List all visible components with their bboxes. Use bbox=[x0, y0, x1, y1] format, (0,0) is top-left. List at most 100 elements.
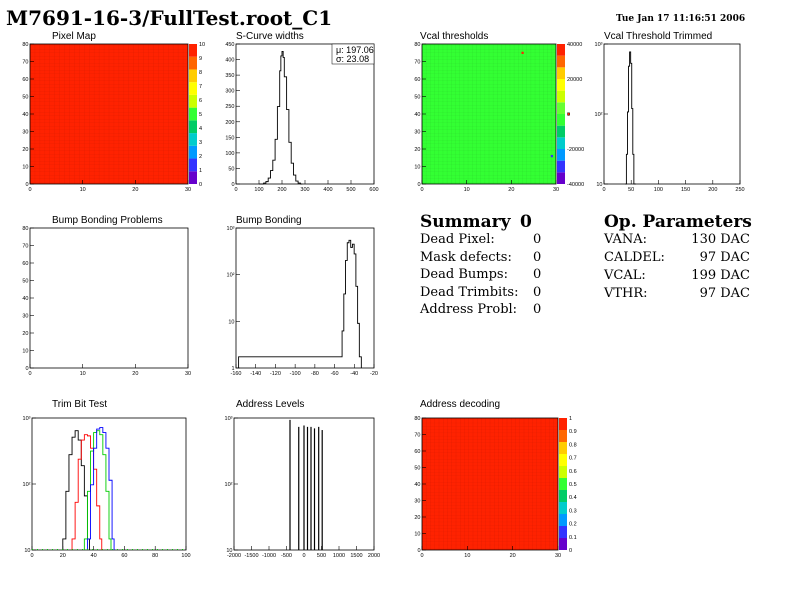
timestamp: Tue Jan 17 11:16:51 2006 bbox=[616, 14, 746, 24]
address_decoding-z-tick-label: 0.8 bbox=[569, 442, 577, 448]
vcal_thr-x-tick-label: 10 bbox=[464, 187, 470, 193]
vcal-trim-chart: 0 50 100 150 200 250 10 10² 10³ bbox=[595, 42, 745, 193]
bump_problems-y-tick-label: 10 bbox=[22, 349, 28, 355]
address_decoding-y-tick-label: 30 bbox=[414, 499, 420, 505]
vcal_thr-palette-cell bbox=[557, 102, 565, 114]
trim_bit-series-line-3 bbox=[86, 427, 115, 550]
vcal_trim-x-tick-label: 150 bbox=[681, 187, 690, 193]
vcal_thr-palette-cell bbox=[557, 44, 565, 56]
vcal_thr-heatmap-fill bbox=[422, 44, 556, 184]
vcal_thr-outlier-cell bbox=[521, 51, 524, 54]
vcal_thr-palette-cell bbox=[557, 67, 565, 79]
address_levels-x-tick-label: -1000 bbox=[262, 553, 276, 559]
address_levels-x-tick-label: -500 bbox=[281, 553, 292, 559]
bump_problems-y-tick-label: 40 bbox=[22, 296, 28, 302]
vcal_thr-y-tick-label: 50 bbox=[414, 95, 420, 101]
bump-bonding-chart: -160 -140 -120 -100 -80 -60 -40 -20 1 10 10² 10³ bbox=[227, 226, 378, 377]
trim_bit-x-tick-label: 40 bbox=[91, 553, 97, 559]
pixel_map-palette-cell bbox=[189, 120, 197, 134]
vcal_thr-z-tick-label: -20000 bbox=[567, 147, 584, 153]
address_decoding-palette-cell bbox=[559, 478, 567, 490]
trim_bit-series-line-2 bbox=[83, 430, 112, 550]
pixel_map-x-tick-label: 10 bbox=[80, 187, 86, 193]
vcal_trim-y-tick-label: 10 bbox=[596, 182, 602, 188]
summary-row-label: Mask defects: bbox=[420, 249, 512, 265]
pixel_map-y-tick-label: 20 bbox=[22, 147, 28, 153]
address_decoding-palette-cell bbox=[559, 490, 567, 502]
vcal_thr-x-tick-label: 30 bbox=[553, 187, 559, 193]
address_decoding-z-tick-label: 0.2 bbox=[569, 522, 577, 528]
bump_bonding-x-tick-label: -140 bbox=[250, 371, 261, 377]
pixel_map-z-tick-label: 6 bbox=[199, 98, 202, 104]
summary-title: Summary bbox=[420, 212, 511, 232]
vcal_thr-z-tick-label: 0 bbox=[567, 112, 570, 118]
vcal_thr-y-tick-label: 10 bbox=[414, 165, 420, 171]
vcal_thr-y-tick-label: 0 bbox=[417, 182, 420, 188]
address-levels-title: Address Levels bbox=[236, 399, 305, 410]
vcal_thr-y-tick-label: 80 bbox=[414, 42, 420, 48]
trim_bit-y-tick-label: 10 bbox=[24, 548, 30, 554]
pixel-map-title: Pixel Map bbox=[52, 31, 96, 42]
address_decoding-palette-cell bbox=[559, 526, 567, 538]
scurve-y-tick-label: 200 bbox=[225, 120, 234, 126]
op-parameter-value: 199 DAC bbox=[691, 268, 750, 283]
scurve-y-tick-label: 350 bbox=[225, 73, 234, 79]
scurve-x-tick-label: 300 bbox=[300, 187, 309, 193]
trim_bit-series-line-1 bbox=[71, 434, 103, 550]
scurve-series-line bbox=[259, 50, 303, 185]
vcal_trim-x-tick-label: 200 bbox=[708, 187, 717, 193]
vcal_trim-series-line bbox=[625, 51, 636, 185]
bump_problems-y-tick-label: 70 bbox=[22, 244, 28, 250]
vcal_thr-outlier-cell bbox=[550, 155, 554, 158]
scurve-y-tick-label: 150 bbox=[225, 135, 234, 141]
trim_bit-y-tick-label: 10² bbox=[23, 482, 31, 488]
bump_problems-frame bbox=[29, 227, 189, 369]
vcal-thresholds-chart: 0 10 20 30 0 10 20 30 40 50 60 70 80 -40000 -20000 0 200… bbox=[414, 42, 584, 193]
op-parameter-label: CALDEL: bbox=[604, 250, 665, 265]
address-decoding-title: Address decoding bbox=[420, 399, 501, 410]
bump_bonding-x-tick-label: -20 bbox=[370, 371, 378, 377]
vcal-thresholds-title: Vcal thresholds bbox=[420, 31, 489, 42]
scurve-y-tick-label: 450 bbox=[225, 42, 234, 48]
summary-row-value: 0 bbox=[533, 284, 542, 300]
address_decoding-y-tick-label: 50 bbox=[414, 466, 420, 472]
pixel_map-y-tick-label: 40 bbox=[22, 112, 28, 118]
trim_bit-series-line-0 bbox=[62, 430, 90, 550]
vcal_thr-palette-cell bbox=[557, 55, 565, 68]
op-parameter-value: 130 DAC bbox=[691, 232, 750, 247]
pixel_map-palette-cell bbox=[189, 133, 197, 146]
address_decoding-x-tick-label: 30 bbox=[555, 553, 561, 559]
vcal_trim-x-tick-label: 250 bbox=[735, 187, 744, 193]
bump_problems-x-tick-label: 30 bbox=[185, 371, 191, 377]
vcal-trim-title: Vcal Threshold Trimmed bbox=[604, 31, 713, 42]
scurve-x-tick-label: 100 bbox=[254, 187, 263, 193]
address_levels-x-tick-label: 0 bbox=[302, 553, 305, 559]
scurve-frame bbox=[235, 43, 375, 185]
stats-sigma: σ: 23.08 bbox=[336, 54, 369, 64]
address_decoding-z-tick-label: 0 bbox=[569, 548, 572, 554]
bump_bonding-frame bbox=[235, 227, 375, 369]
address_decoding-y-tick-label: 80 bbox=[414, 416, 420, 422]
address_decoding-y-tick-label: 60 bbox=[414, 449, 420, 455]
address-decoding-chart: 0 10 20 30 0 10 20 30 40 50 60 70 80 0 0.1 0.2 0.3 0.4 0.5… bbox=[414, 416, 577, 559]
address_decoding-palette-cell bbox=[559, 442, 567, 454]
address_levels-x-tick-label: 500 bbox=[317, 553, 326, 559]
pixel_map-palette-cell bbox=[189, 82, 197, 95]
scurve-y-tick-label: 50 bbox=[228, 166, 234, 172]
address_decoding-heatmap-fill bbox=[422, 418, 558, 550]
pixel_map-y-tick-label: 30 bbox=[22, 130, 28, 136]
bump_problems-y-tick-label: 50 bbox=[22, 279, 28, 285]
vcal_thr-palette-cell bbox=[557, 172, 565, 184]
bump_problems-y-tick-label: 80 bbox=[22, 226, 28, 232]
pixel_map-palette-cell bbox=[189, 44, 197, 57]
page-title: M7691-16-3/FullTest.root_C1 bbox=[6, 6, 333, 30]
scurve-x-tick-label: 600 bbox=[369, 187, 378, 193]
trim-bit-title: Trim Bit Test bbox=[52, 399, 108, 410]
vcal_thr-z-tick-label: 20000 bbox=[567, 77, 582, 83]
address_levels-y-tick-label: 10² bbox=[225, 482, 233, 488]
vcal_thr-y-tick-label: 70 bbox=[414, 60, 420, 66]
vcal_thr-y-tick-label: 20 bbox=[414, 147, 420, 153]
pixel_map-z-tick-label: 5 bbox=[199, 112, 202, 118]
address_decoding-y-tick-label: 20 bbox=[414, 515, 420, 521]
